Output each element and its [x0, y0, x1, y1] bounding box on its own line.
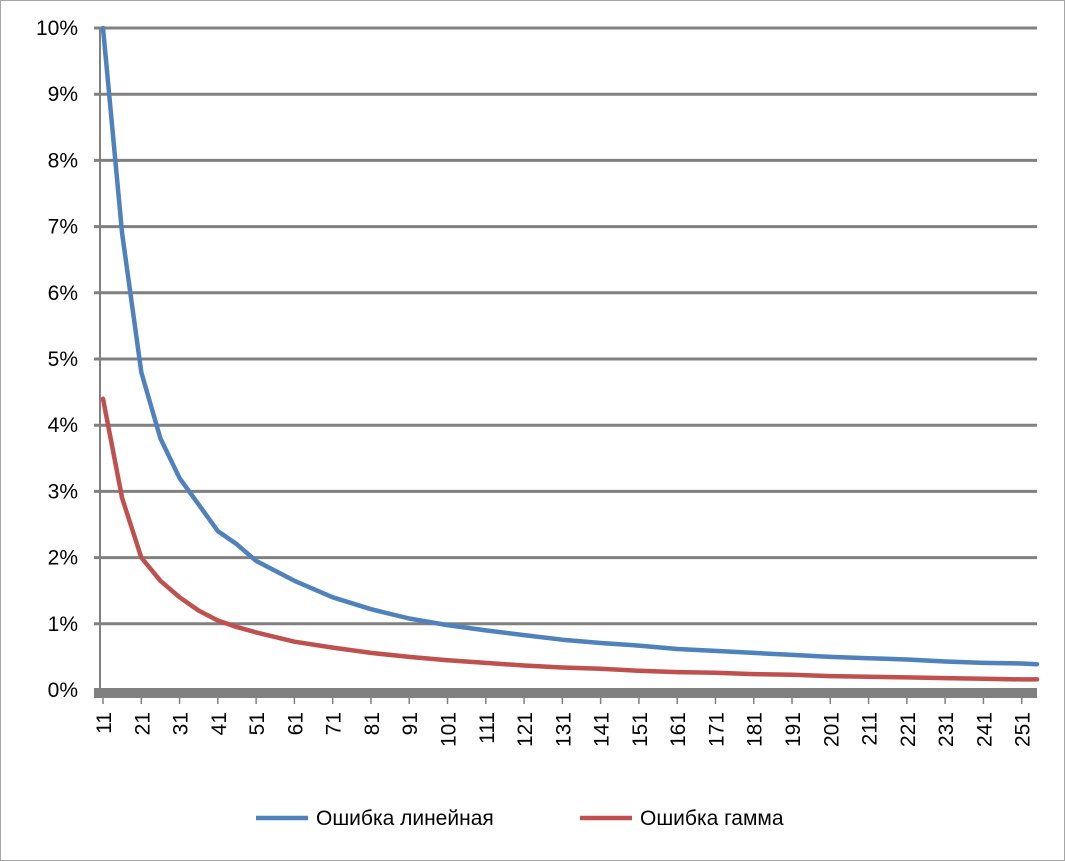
x-tick-label: 231: [935, 712, 958, 747]
x-tick-label: 81: [361, 712, 384, 735]
x-tick-label: 181: [744, 712, 767, 747]
x-tick-label: 191: [782, 712, 805, 747]
y-tick-label: 9%: [48, 83, 78, 106]
y-tick-label: 10%: [36, 17, 78, 40]
x-tick-labels: 11 21 31 41 51 61 71 81 91 101 111 121 131 141 151 161 1…: [93, 712, 1035, 747]
y-tick-label: 6%: [48, 282, 78, 305]
y-tick-label: 7%: [48, 216, 78, 239]
y-tick-label: 8%: [48, 149, 78, 172]
y-tick-label: 0%: [48, 679, 78, 702]
y-tick-label: 3%: [48, 480, 78, 503]
x-tick-label: 91: [399, 712, 422, 735]
x-tick-label: 171: [705, 712, 728, 747]
series-line: [100, 396, 1040, 682]
legend-label: Ошибка линейная: [316, 807, 494, 830]
series-lines: [100, 25, 1040, 682]
x-axis: [94, 688, 1037, 698]
x-tick-label: 141: [591, 712, 614, 747]
axes: [94, 28, 1037, 704]
y-tick-label: 4%: [48, 414, 78, 437]
x-tick-label: 241: [973, 712, 996, 747]
x-tick-label: 251: [1012, 712, 1035, 747]
y-tick-label: 2%: [48, 547, 78, 570]
series-line: [100, 25, 1040, 667]
legend: Ошибка линейная Ошибка гамма: [256, 807, 784, 830]
x-tick-label: 111: [476, 712, 499, 744]
x-tick-label: 51: [246, 712, 269, 735]
x-tick-label: 21: [131, 712, 154, 735]
y-tick-label: 1%: [48, 613, 78, 636]
x-tick-label: 41: [208, 712, 231, 735]
x-tick-label: 31: [170, 712, 193, 735]
y-tick-labels: 0% 1% 2% 3% 4% 5% 6% 7% 8% 9% 10%: [36, 17, 78, 702]
x-tick-label: 161: [667, 712, 690, 747]
x-tick-label: 201: [820, 712, 843, 747]
x-tick-label: 101: [438, 712, 461, 747]
x-tick-label: 11: [93, 712, 116, 734]
legend-label: Ошибка гамма: [640, 807, 784, 830]
y-tick-label: 5%: [48, 348, 78, 371]
x-tick-label: 71: [323, 712, 346, 735]
x-tick-label: 61: [284, 712, 307, 735]
x-tick-label: 221: [897, 712, 920, 747]
x-tick-label: 151: [629, 712, 652, 747]
x-tick-label: 211: [859, 712, 882, 745]
grid-lines: [94, 26, 1037, 626]
x-tick-label: 121: [514, 712, 537, 747]
x-tick-label: 131: [552, 712, 575, 747]
